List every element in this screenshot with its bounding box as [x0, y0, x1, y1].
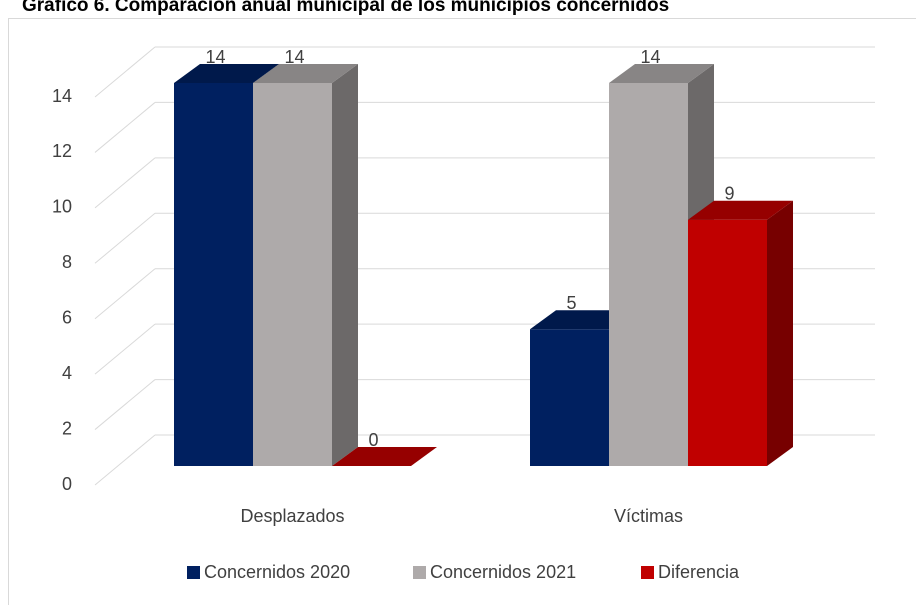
bar-top: [609, 64, 714, 83]
bar-top: [688, 200, 793, 220]
bar-top: [530, 310, 635, 330]
y-tick-label: 0: [62, 474, 72, 494]
x-tick-label: Víctimas: [614, 506, 683, 526]
grid-line: [94, 323, 156, 375]
legend-swatch: [413, 566, 426, 579]
data-label: 14: [640, 47, 660, 67]
legend-label: Concernidos 2020: [204, 562, 350, 582]
legend-label: Concernidos 2021: [430, 562, 576, 582]
bar-front: [253, 83, 332, 466]
y-tick-label: 4: [62, 363, 72, 383]
data-label: 0: [368, 430, 378, 450]
bar-front: [174, 83, 253, 466]
legend-label: Diferencia: [658, 562, 740, 582]
y-tick-label: 6: [62, 307, 72, 327]
y-tick-label: 14: [52, 86, 72, 106]
data-label: 14: [284, 47, 304, 67]
legend-swatch: [187, 566, 200, 579]
grid-line: [94, 157, 156, 209]
grid-line: [94, 379, 156, 430]
bar-top: [332, 447, 437, 466]
grid-line: [94, 212, 156, 264]
y-tick-label: 12: [52, 141, 72, 161]
grid-line: [94, 46, 156, 98]
bar-front: [530, 329, 609, 466]
bar: [253, 64, 358, 466]
grid-line: [94, 102, 156, 153]
grid-line: [94, 268, 156, 320]
grid-line: [94, 434, 156, 486]
data-label: 5: [566, 293, 576, 313]
legend-swatch: [641, 566, 654, 579]
bar-front: [688, 219, 767, 466]
bar-front: [609, 83, 688, 466]
bar-side: [767, 200, 793, 467]
bar-top: [253, 64, 358, 83]
x-tick-label: Desplazados: [240, 506, 344, 526]
bar-side: [332, 64, 358, 466]
bar-top: [174, 64, 279, 83]
data-label: 9: [724, 184, 734, 204]
chart-title: Gráfico 6. Comparación anual municipal d…: [22, 0, 669, 16]
y-tick-label: 2: [62, 418, 72, 438]
bar: [332, 447, 437, 466]
bar: [688, 200, 793, 467]
y-tick-label: 8: [62, 252, 72, 272]
data-label: 14: [205, 47, 225, 67]
y-tick-label: 10: [52, 197, 72, 217]
